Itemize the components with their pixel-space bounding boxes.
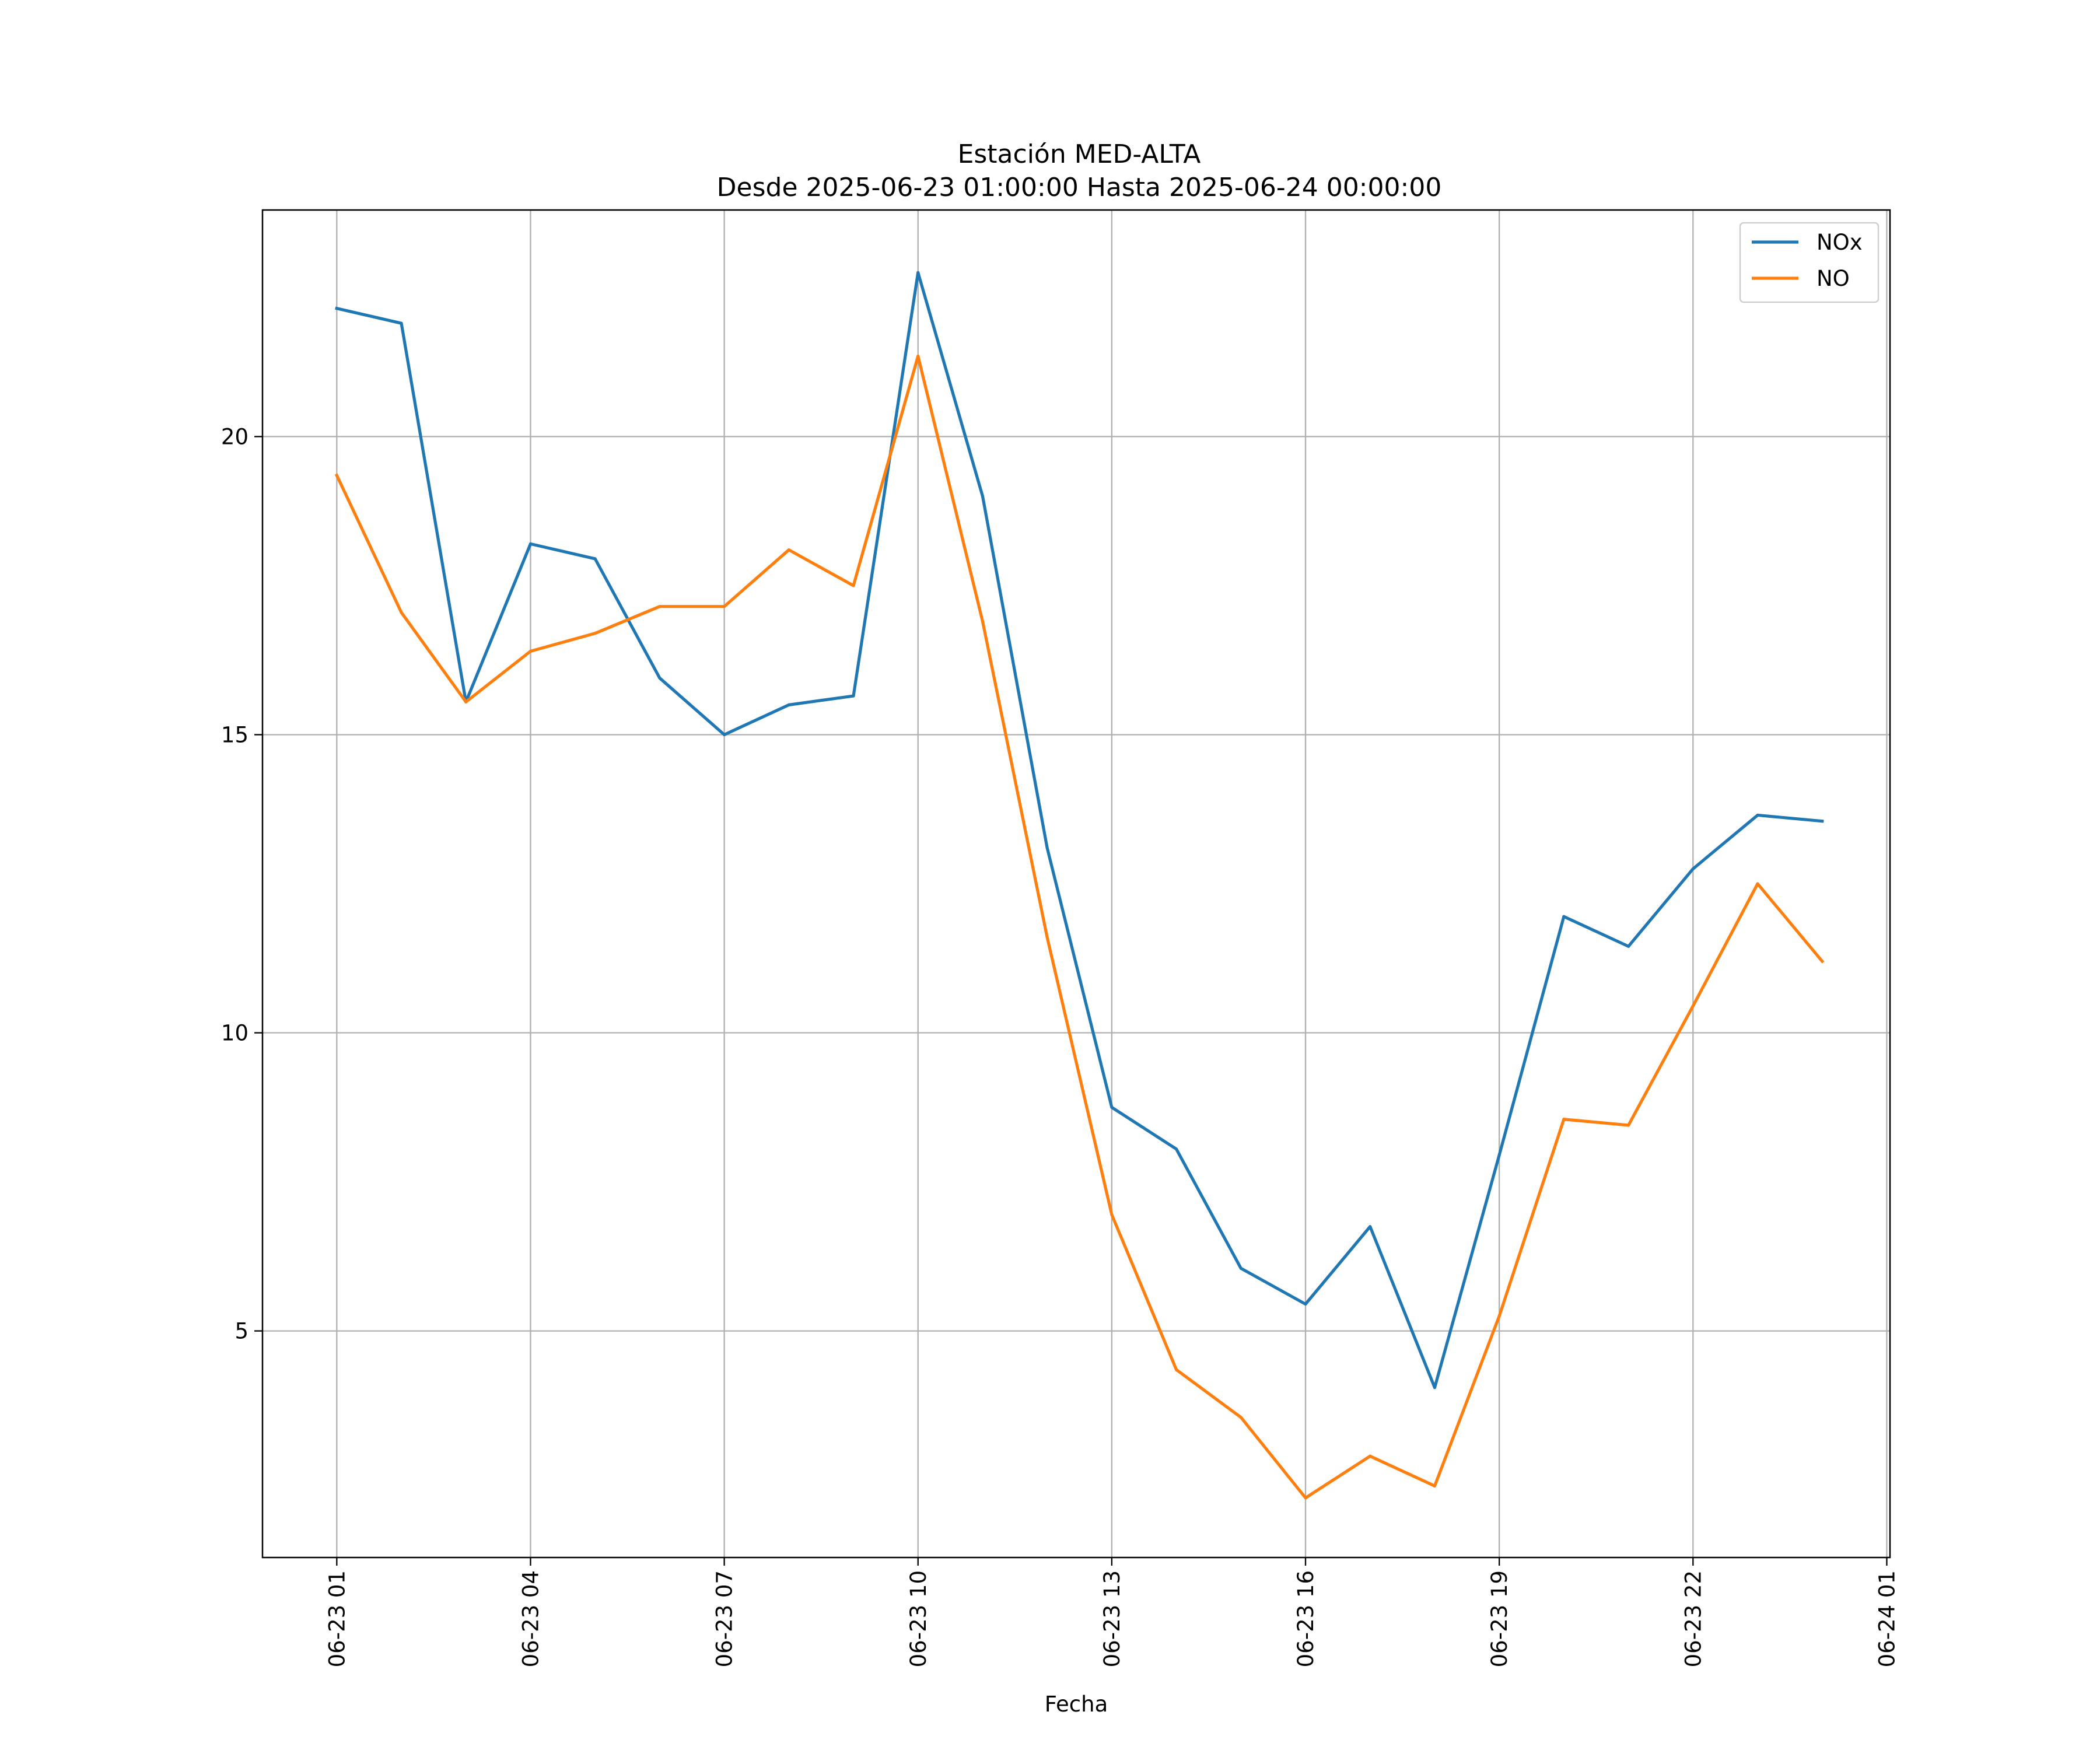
data-point-nox — [1821, 820, 1824, 823]
data-point-nox — [1497, 1153, 1501, 1157]
data-point-nox — [400, 321, 403, 325]
x-tick-label: 06-23 22 — [1681, 1570, 1706, 1667]
data-point-no — [335, 474, 338, 477]
data-point-no — [852, 584, 855, 587]
axis-ticks: 06-23 01 06-23 04 06-23 07 06-23 10 06-23 13… — [221, 424, 1900, 1667]
data-point-no — [658, 605, 662, 608]
data-point-nox — [1110, 1105, 1114, 1109]
data-point-no — [1110, 1213, 1114, 1216]
data-point-nox — [1045, 846, 1049, 850]
data-point-no — [1821, 960, 1824, 963]
data-point-no — [1368, 1454, 1372, 1458]
data-point-nox — [787, 703, 790, 706]
series-line-nox — [335, 271, 1824, 1390]
data-point-no — [528, 649, 533, 653]
data-point-no — [916, 354, 920, 358]
data-point-no — [1175, 1368, 1178, 1371]
data-point-nox — [1756, 813, 1759, 817]
legend-label-no: NO — [1817, 266, 1850, 291]
data-point-no — [723, 605, 726, 608]
data-point-nox — [1304, 1302, 1307, 1306]
x-tick-label: 06-23 16 — [1293, 1570, 1318, 1667]
series-lines — [334, 271, 1825, 1500]
legend-label-nox: NOx — [1817, 230, 1863, 255]
chart-title: Estación MED-ALTA — [958, 139, 1201, 169]
data-point-no — [1433, 1484, 1437, 1488]
data-point-no — [1045, 936, 1049, 939]
data-point-no — [1691, 1004, 1695, 1008]
data-point-no — [1756, 882, 1759, 886]
x-tick-label: 06-23 01 — [324, 1570, 349, 1667]
data-point-no — [1497, 1314, 1501, 1318]
plot-frame — [261, 209, 1891, 1559]
y-tick-label: 15 — [221, 722, 249, 747]
data-point-nox — [1239, 1266, 1242, 1270]
x-tick-label: 06-23 07 — [712, 1570, 737, 1667]
data-point-nox — [852, 694, 855, 698]
data-point-no — [1304, 1496, 1307, 1500]
data-point-nox — [1175, 1147, 1178, 1151]
data-point-nox — [658, 676, 662, 680]
x-axis-label: Fecha — [1045, 1692, 1108, 1717]
data-point-nox — [335, 307, 338, 310]
y-tick-label: 20 — [221, 424, 249, 449]
x-tick-label: 06-24 01 — [1874, 1570, 1899, 1667]
legend: NOx NO — [1739, 222, 1880, 303]
data-point-nox — [981, 495, 985, 498]
data-point-nox — [593, 557, 597, 561]
y-tick-label: 10 — [221, 1021, 249, 1046]
data-point-nox — [1562, 915, 1566, 918]
x-tick-label: 06-23 04 — [518, 1570, 543, 1667]
data-point-nox — [1368, 1225, 1372, 1228]
data-point-no — [464, 700, 468, 704]
x-tick-label: 06-23 19 — [1487, 1570, 1512, 1667]
x-tick-label: 06-23 10 — [906, 1570, 931, 1667]
chart-subtitle: Desde 2025-06-23 01:00:00 Hasta 2025-06-… — [717, 173, 1442, 202]
data-point-nox — [1433, 1386, 1437, 1390]
series-line-no — [334, 354, 1825, 1500]
data-point-no — [1239, 1416, 1242, 1419]
data-point-no — [1627, 1124, 1630, 1127]
data-point-nox — [528, 542, 533, 545]
data-point-nox — [723, 733, 726, 737]
data-point-no — [787, 548, 790, 552]
data-point-nox — [1627, 944, 1630, 948]
y-tick-label: 5 — [235, 1319, 249, 1344]
grid — [262, 210, 1890, 1558]
data-point-no — [400, 611, 403, 614]
data-point-no — [1562, 1118, 1566, 1121]
data-point-nox — [1691, 867, 1695, 871]
data-point-no — [981, 620, 985, 623]
data-point-nox — [916, 271, 920, 274]
data-point-no — [593, 632, 597, 635]
x-tick-label: 06-23 13 — [1100, 1570, 1125, 1667]
